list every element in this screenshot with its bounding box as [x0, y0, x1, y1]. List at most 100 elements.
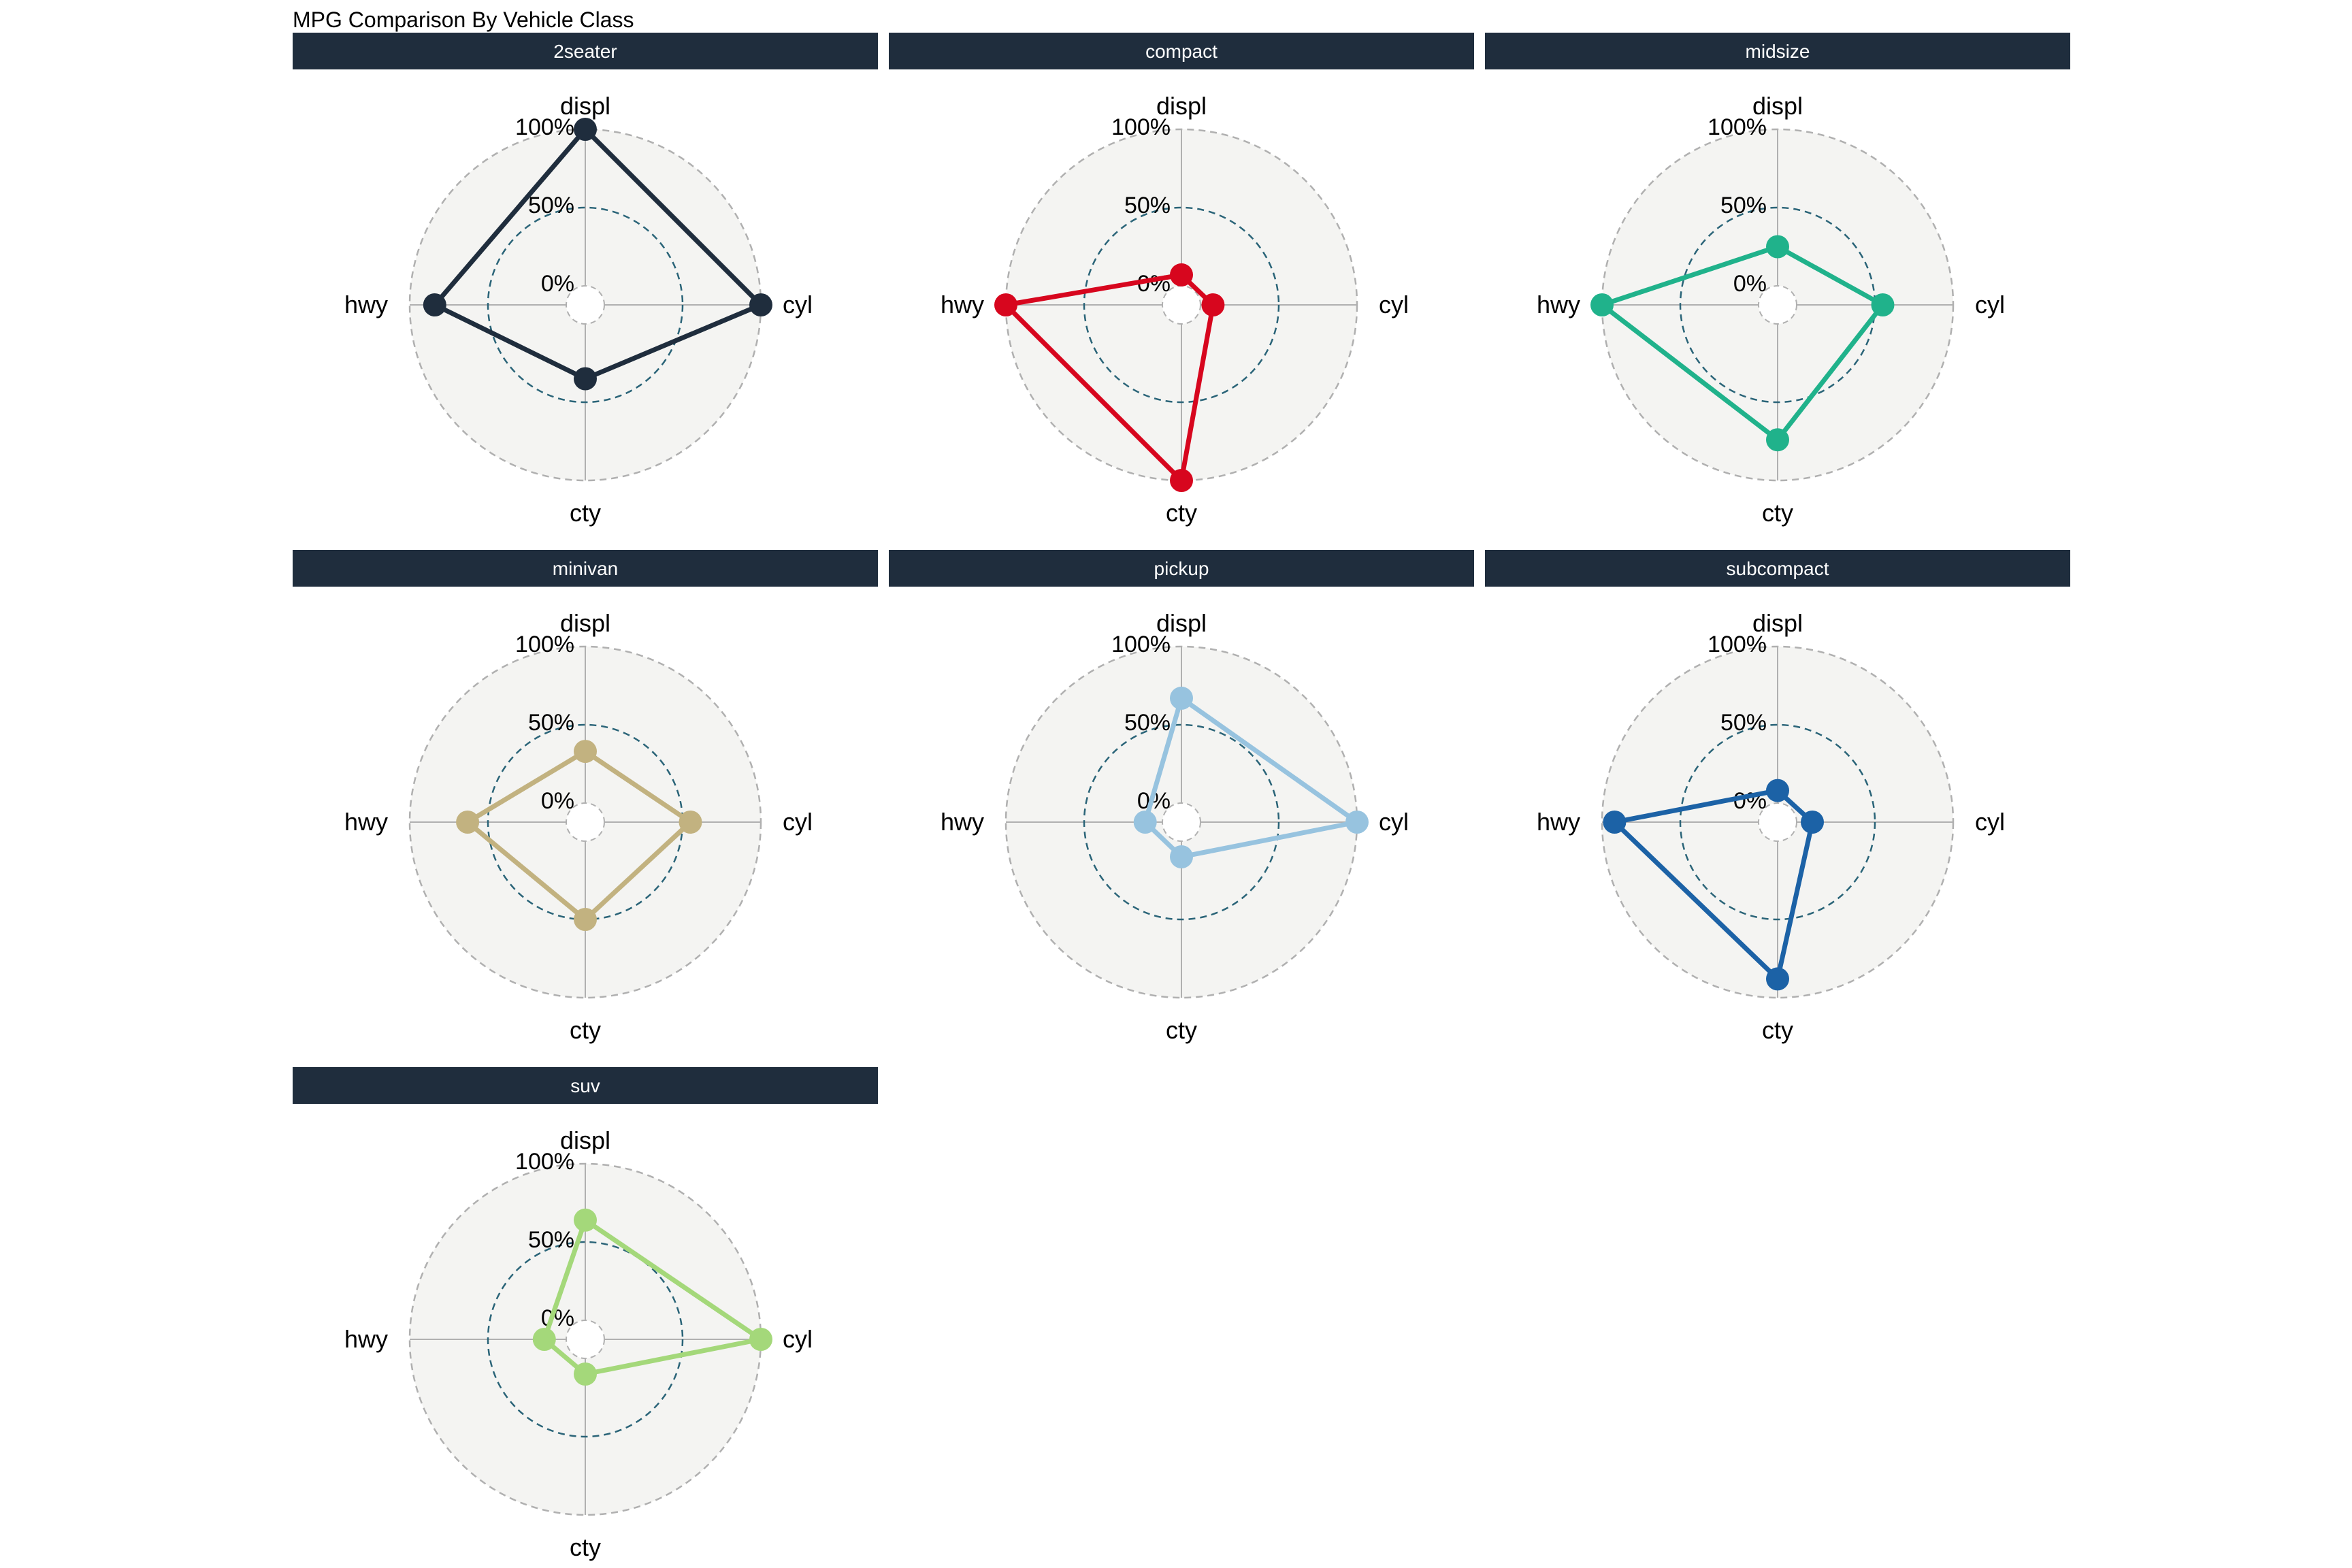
ring-0: [1758, 802, 1797, 842]
facet-strip: [1485, 33, 2070, 69]
axis-label-cyl: cyl: [1379, 808, 1409, 836]
axis-label-hwy: hwy: [1537, 808, 1580, 836]
axis-label-cyl: cyl: [783, 291, 813, 318]
ring-50: [487, 206, 684, 404]
data-point-cty: [574, 1362, 597, 1386]
data-point-hwy: [1133, 811, 1157, 834]
ring-50: [487, 1241, 684, 1438]
facet-strip-label: suv: [570, 1075, 600, 1096]
axis-label-cty: cty: [1166, 1016, 1197, 1044]
facet-2seater: 2seater 0% 50% 100%displ cyl cty hwy: [293, 33, 878, 527]
ring-50: [1083, 206, 1280, 404]
facet-midsize: midsize 0% 50% 100%displ cyl cty hwy: [1485, 33, 2070, 527]
axis-label-hwy: hwy: [941, 291, 984, 318]
radial-label: 100%: [1708, 632, 1767, 657]
data-point-cty: [1766, 967, 1789, 991]
data-point-cyl: [1345, 811, 1369, 834]
data-point-cyl: [749, 293, 772, 316]
radial-label: 100%: [515, 632, 574, 657]
axis-label-hwy: hwy: [941, 808, 984, 836]
data-point-hwy: [994, 293, 1017, 316]
facet-strip-label: pickup: [1154, 558, 1209, 579]
radial-label: 100%: [1111, 632, 1171, 657]
radial-label: 0%: [541, 788, 574, 814]
radial-label: 50%: [1124, 710, 1171, 736]
data-point-cyl: [1801, 811, 1824, 834]
facet-strip: [889, 550, 1474, 587]
axis-label-displ: displ: [1156, 609, 1207, 637]
facet-strip: [889, 33, 1474, 69]
ring-0: [566, 1320, 605, 1359]
ring-0: [566, 285, 605, 325]
facet-strip-label: subcompact: [1727, 558, 1829, 579]
radial-label: 100%: [1708, 114, 1767, 140]
facet-strip: [1485, 550, 2070, 587]
chart-title: MPG Comparison By Vehicle Class: [293, 7, 634, 32]
ring-100: [1601, 128, 1955, 482]
axis-label-cty: cty: [570, 1533, 601, 1561]
facet-strip-label: 2seater: [553, 41, 617, 62]
data-point-cyl: [1871, 293, 1895, 316]
axis-label-displ: displ: [560, 92, 610, 120]
data-point-hwy: [423, 293, 446, 316]
data-point-hwy: [456, 811, 480, 834]
radial-label: 50%: [528, 710, 574, 736]
radial-label: 100%: [515, 114, 574, 140]
axis-label-cty: cty: [1762, 499, 1793, 527]
axis-label-cty: cty: [570, 1016, 601, 1044]
radial-label: 50%: [1720, 710, 1767, 736]
radial-label: 50%: [1720, 193, 1767, 218]
data-point-cyl: [679, 811, 702, 834]
axis-label-cyl: cyl: [783, 808, 813, 836]
radial-label: 100%: [515, 1149, 574, 1175]
ring-100: [408, 645, 762, 999]
axis-label-cyl: cyl: [1379, 291, 1409, 318]
data-point-displ: [1766, 235, 1789, 259]
data-point-displ: [1170, 263, 1193, 287]
ring-0: [1758, 285, 1797, 325]
data-point-cty: [1170, 845, 1193, 868]
axis-label-displ: displ: [1752, 609, 1803, 637]
radial-label: 0%: [541, 271, 574, 297]
data-point-cyl: [749, 1328, 772, 1351]
facet-strip: [293, 1067, 878, 1104]
ring-50: [1679, 723, 1876, 921]
ring-0: [566, 802, 605, 842]
facet-strip-label: midsize: [1746, 41, 1810, 62]
facet-panels: 2seater0%50%100%displcylctyhwycompact0%5…: [293, 33, 2070, 1561]
axis-label-cyl: cyl: [1975, 808, 2005, 836]
data-point-cty: [1766, 428, 1789, 452]
axis-label-hwy: hwy: [344, 1325, 388, 1353]
axis-label-displ: displ: [1156, 92, 1207, 120]
axis-label-cty: cty: [1166, 499, 1197, 527]
axis-label-displ: displ: [1752, 92, 1803, 120]
axis-label-hwy: hwy: [344, 291, 388, 318]
data-point-displ: [574, 740, 597, 764]
ring-50: [1083, 723, 1280, 921]
data-point-cty: [1170, 469, 1193, 492]
facet-strip: [293, 550, 878, 587]
axis-label-hwy: hwy: [344, 808, 388, 836]
data-point-cty: [574, 908, 597, 931]
radial-label: 0%: [1733, 271, 1767, 297]
axis-label-displ: displ: [560, 1126, 610, 1154]
facet-minivan: minivan 0% 50% 100%displ cyl cty hwy: [293, 550, 878, 1044]
axis-label-hwy: hwy: [1537, 291, 1580, 318]
axis-label-displ: displ: [560, 609, 610, 637]
data-point-cyl: [1201, 293, 1225, 316]
radial-label: 50%: [1124, 193, 1171, 218]
data-point-displ: [1766, 779, 1789, 802]
axis-label-cyl: cyl: [1975, 291, 2005, 318]
data-point-hwy: [1603, 811, 1627, 834]
axis-label-cty: cty: [570, 499, 601, 527]
radial-label: 50%: [528, 1227, 574, 1253]
axis-label-cty: cty: [1762, 1016, 1793, 1044]
radial-label: 100%: [1111, 114, 1171, 140]
facet-strip-label: minivan: [553, 558, 618, 579]
axis-label-cyl: cyl: [783, 1325, 813, 1353]
data-point-displ: [574, 118, 597, 141]
